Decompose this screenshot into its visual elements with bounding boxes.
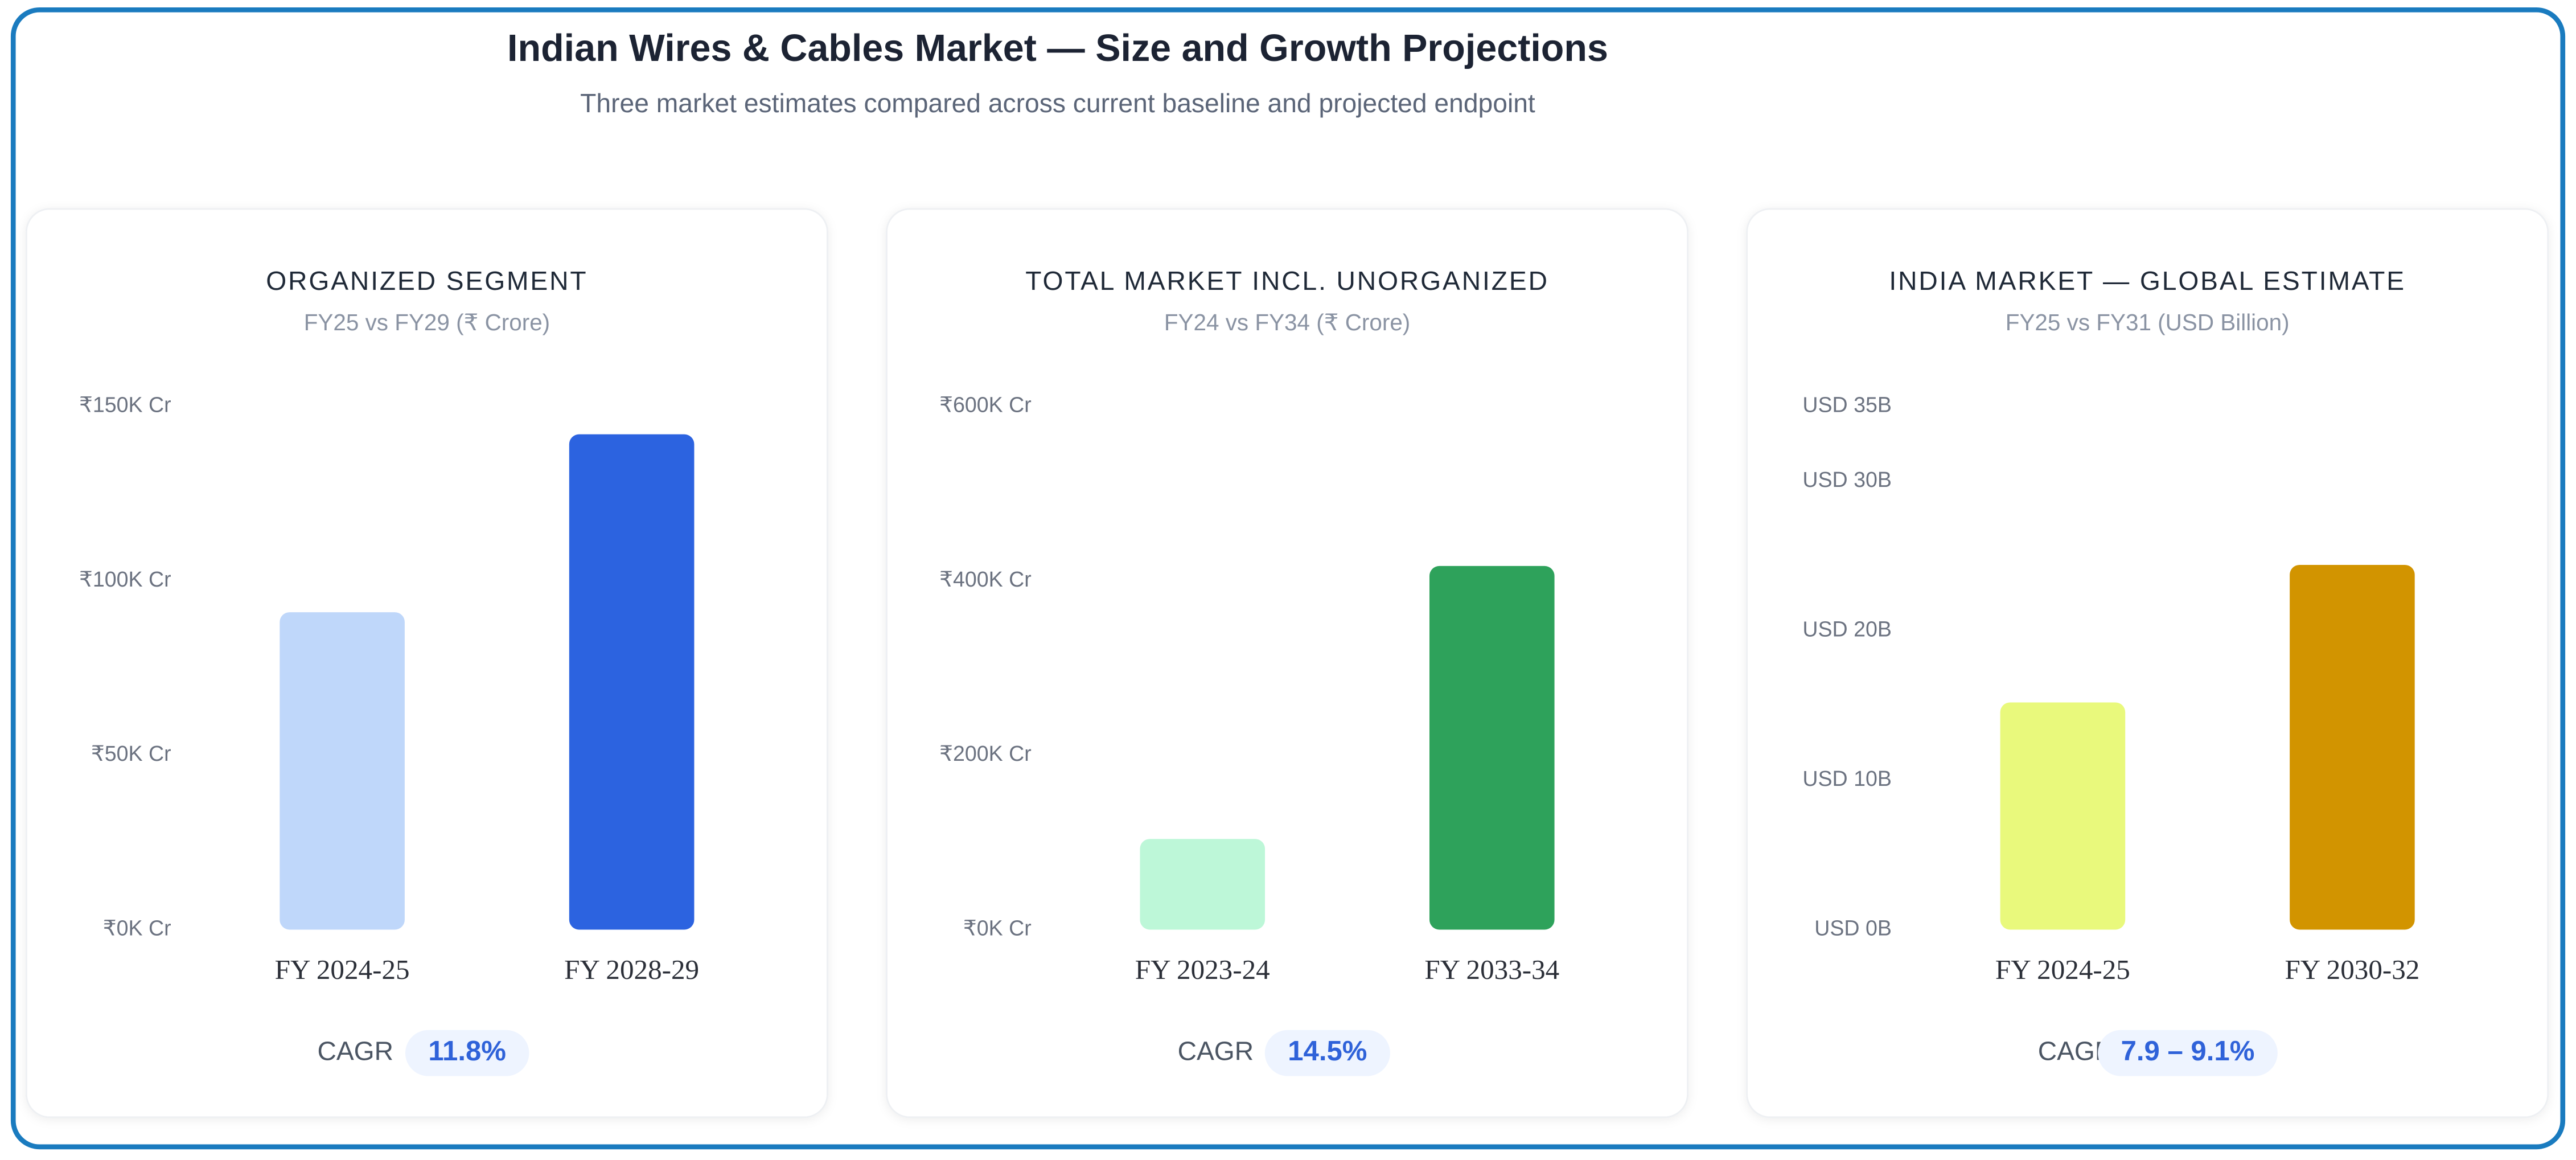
page-subtitle: Three market estimates compared across c… (580, 88, 1535, 118)
panel (25, 208, 828, 1118)
y-tick-label: ₹50K Cr (91, 741, 171, 765)
y-tick-label: ₹100K Cr (79, 567, 171, 591)
x-tick-label: FY 2030-32 (2285, 954, 2419, 985)
bar (280, 612, 405, 930)
cagr-value: 11.8% (428, 1036, 506, 1067)
x-tick-label: FY 2024-25 (275, 954, 410, 985)
cagr-pill (405, 1030, 529, 1076)
y-tick-label: ₹150K Cr (79, 393, 171, 417)
panel (886, 208, 1689, 1118)
x-tick-label: FY 2033-34 (1424, 954, 1559, 985)
y-tick-label: ₹200K Cr (939, 741, 1032, 765)
panel-subtitle: FY24 vs FY34 (₹ Crore) (1164, 309, 1410, 335)
panel-subtitle: FY25 vs FY29 (₹ Crore) (304, 309, 550, 335)
bar (569, 434, 695, 930)
y-tick-label: USD 10B (1802, 766, 1892, 790)
cagr-pill (1264, 1030, 1390, 1076)
y-tick-label: ₹600K Cr (939, 393, 1032, 417)
y-tick-label: ₹0K Cr (963, 916, 1032, 940)
bar (1140, 839, 1266, 930)
cagr-value: 14.5% (1288, 1036, 1367, 1067)
y-tick-label: USD 35B (1802, 393, 1892, 417)
panel-title: ORGANIZED SEGMENT (266, 266, 587, 296)
y-tick-label: USD 30B (1802, 468, 1892, 491)
page-title: Indian Wires & Cables Market — Size and … (507, 27, 1608, 69)
y-tick-label: ₹400K Cr (939, 567, 1032, 591)
cagr-label: CAGR (317, 1036, 393, 1065)
cagr-label: CAGR (1178, 1036, 1254, 1065)
bar (2290, 564, 2415, 930)
x-tick-label: FY 2023-24 (1135, 954, 1270, 985)
bar (2000, 702, 2126, 930)
x-tick-label: FY 2028-29 (564, 954, 699, 985)
panel-subtitle: FY25 vs FY31 (USD Billion) (2006, 309, 2290, 335)
panel-title: TOTAL MARKET INCL. UNORGANIZED (1025, 266, 1549, 296)
y-tick-label: USD 0B (1814, 916, 1892, 940)
cagr-value: 7.9 – 9.1% (2121, 1036, 2255, 1067)
cagr-pill (2098, 1030, 2278, 1076)
bar (1429, 565, 1555, 930)
panel-title: INDIA MARKET — GLOBAL ESTIMATE (1889, 266, 2406, 296)
x-tick-label: FY 2024-25 (1995, 954, 2130, 985)
panel (1746, 208, 2549, 1118)
y-tick-label: USD 20B (1802, 617, 1892, 641)
y-tick-label: ₹0K Cr (103, 916, 171, 940)
